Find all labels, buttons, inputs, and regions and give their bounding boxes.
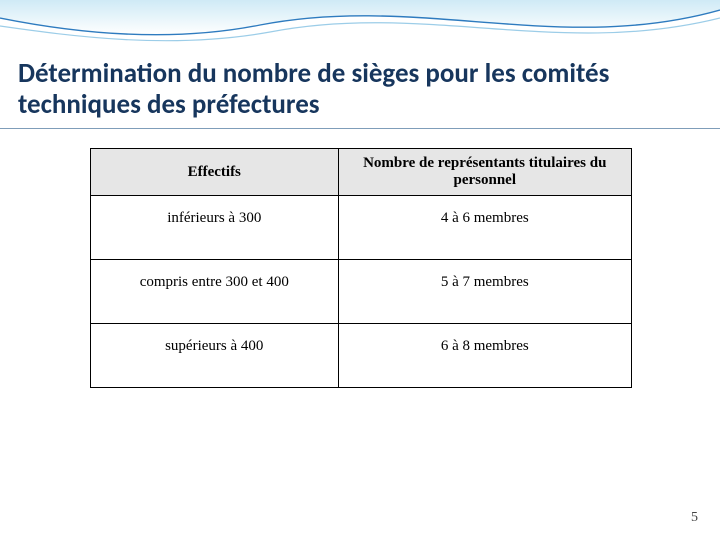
cell-effectifs: inférieurs à 300 [91,196,339,260]
content-area: Effectifs Nombre de représentants titula… [90,148,632,388]
slide-title: Détermination du nombre de sièges pour l… [18,58,698,120]
cell-membres: 6 à 8 membres [338,324,631,388]
seats-table: Effectifs Nombre de représentants titula… [90,148,632,388]
cell-effectifs: supérieurs à 400 [91,324,339,388]
table-header-row: Effectifs Nombre de représentants titula… [91,149,632,196]
table-row: compris entre 300 et 400 5 à 7 membres [91,260,632,324]
table-row: supérieurs à 400 6 à 8 membres [91,324,632,388]
table-row: inférieurs à 300 4 à 6 membres [91,196,632,260]
title-underline [0,128,720,129]
cell-effectifs: compris entre 300 et 400 [91,260,339,324]
cell-membres: 5 à 7 membres [338,260,631,324]
cell-membres: 4 à 6 membres [338,196,631,260]
top-wave-decoration [0,0,720,55]
page-number: 5 [691,510,698,526]
col-header-effectifs: Effectifs [91,149,339,196]
col-header-representants: Nombre de représentants titulaires du pe… [338,149,631,196]
